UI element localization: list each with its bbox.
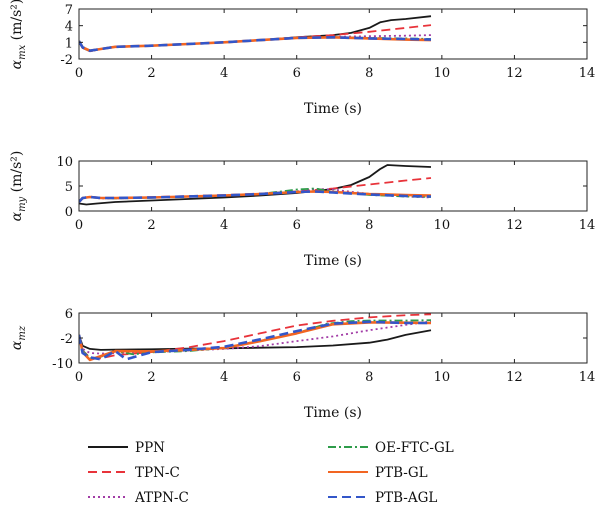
y-tick-label: -2 — [60, 332, 73, 347]
y-tick-label: -2 — [60, 53, 73, 68]
x-tick-label: 14 — [579, 218, 596, 233]
subplot-amz: Time (s) αmz 0 2 4 6 8 10 12 14 -10 -2 6 — [9, 307, 595, 421]
x-tick-label: 0 — [75, 66, 83, 81]
x-axis-label: Time (s) — [304, 101, 362, 117]
x-tick-label: 6 — [293, 66, 301, 81]
x-tick-label: 8 — [365, 370, 373, 385]
y-tick-label: 4 — [65, 20, 73, 35]
y-axis-label: αmx (m/s²) — [9, 0, 28, 69]
legend-item-ppn: PPN — [88, 440, 165, 456]
legend-item-atpn-c: ATPN-C — [88, 490, 189, 506]
x-tick-label: 8 — [365, 218, 373, 233]
x-tick-label: 0 — [75, 370, 83, 385]
legend: PPN TPN-C ATPN-C OE-FTC-GL PTB-GL PTB-AG… — [88, 440, 454, 506]
legend-item-tpn-c: TPN-C — [88, 465, 180, 481]
legend-item-oe-ftc-gl: OE-FTC-GL — [328, 440, 454, 456]
y-tick-label: 10 — [56, 155, 73, 170]
x-tick-label: 10 — [434, 370, 451, 385]
series-line-ptb-agl — [79, 35, 432, 53]
x-tick-label: 12 — [506, 218, 523, 233]
subplot-amy: Time (s) αmy (m/s²) 0 2 4 6 8 10 12 14 0 5 10 — [9, 151, 595, 269]
x-tick-label: 4 — [220, 370, 228, 385]
y-tick-label: 0 — [65, 205, 73, 220]
legend-item-ptb-agl: PTB-AGL — [328, 490, 437, 506]
y-tick-label: 5 — [65, 180, 73, 195]
legend-label: PPN — [135, 440, 165, 456]
y-tick-label: 7 — [65, 3, 73, 18]
legend-label: ATPN-C — [134, 490, 189, 506]
x-tick-label: 8 — [365, 66, 373, 81]
series-line-tpn-c — [79, 313, 432, 360]
x-tick-label: 10 — [434, 218, 451, 233]
x-tick-label: 14 — [579, 370, 596, 385]
x-tick-label: 6 — [293, 218, 301, 233]
x-tick-label: 2 — [147, 370, 155, 385]
legend-label: OE-FTC-GL — [375, 440, 454, 456]
plot-frame — [78, 8, 588, 60]
legend-label: PTB-GL — [375, 465, 428, 481]
x-tick-label: 2 — [147, 218, 155, 233]
x-axis-label: Time (s) — [304, 253, 362, 269]
x-tick-label: 4 — [220, 218, 228, 233]
x-tick-label: 12 — [506, 370, 523, 385]
y-axis-label: αmy (m/s²) — [9, 151, 28, 222]
x-tick-label: 2 — [147, 66, 155, 81]
x-tick-label: 10 — [434, 66, 451, 81]
y-tick-label: -10 — [52, 357, 73, 372]
x-tick-label: 12 — [506, 66, 523, 81]
x-tick-label: 14 — [579, 66, 596, 81]
x-tick-label: 4 — [220, 66, 228, 81]
legend-label: TPN-C — [135, 465, 180, 481]
plot-frame — [78, 160, 588, 212]
y-axis-label: αmz — [9, 325, 28, 350]
x-axis-label: Time (s) — [304, 405, 362, 421]
series-line-ptb-agl — [79, 320, 431, 361]
series-line-ptb-agl — [79, 190, 432, 203]
y-tick-label: 6 — [65, 307, 73, 322]
legend-item-ptb-gl: PTB-GL — [328, 465, 428, 481]
x-tick-label: 0 — [75, 218, 83, 233]
x-tick-label: 6 — [293, 370, 301, 385]
y-tick-label: 1 — [65, 36, 73, 51]
series-line-ptb-gl — [79, 35, 432, 53]
legend-label: PTB-AGL — [375, 490, 437, 506]
